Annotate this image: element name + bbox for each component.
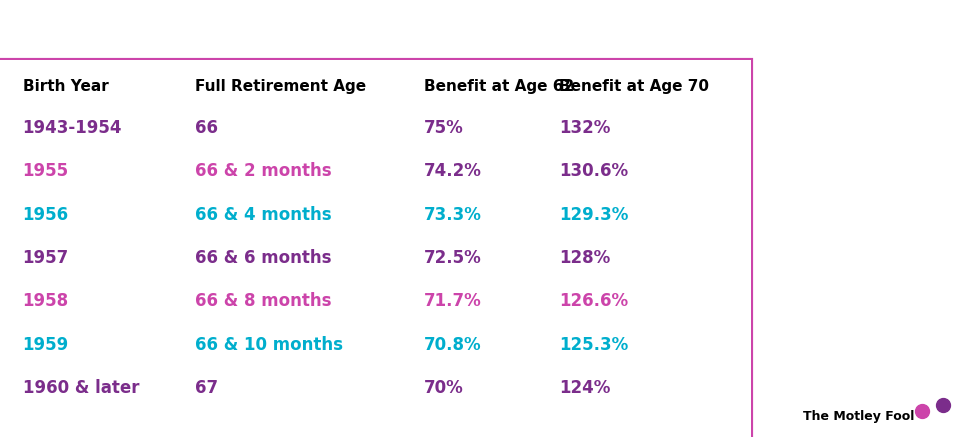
Text: 124%: 124% <box>560 379 611 397</box>
Text: 1958: 1958 <box>22 292 69 310</box>
Text: 70.8%: 70.8% <box>424 336 482 354</box>
Text: The Motley Fool: The Motley Fool <box>803 410 914 423</box>
Text: Full Retirement Age: Full Retirement Age <box>195 79 367 94</box>
Text: 66: 66 <box>195 119 218 137</box>
Text: 66 & 2 months: 66 & 2 months <box>195 163 332 180</box>
Text: Birth Year: Birth Year <box>22 79 108 94</box>
Text: 72.5%: 72.5% <box>424 249 482 267</box>
Text: 1943-1954: 1943-1954 <box>22 119 122 137</box>
Text: 75%: 75% <box>424 119 464 137</box>
Text: Retired workers that
claim Social Security
before full retirement
age receive le: Retired workers that claim Social Securi… <box>772 72 935 159</box>
Text: Benefit at Age 70: Benefit at Age 70 <box>560 79 709 94</box>
Text: 71.7%: 71.7% <box>424 292 482 310</box>
Text: 130.6%: 130.6% <box>560 163 629 180</box>
Text: 66 & 10 months: 66 & 10 months <box>195 336 343 354</box>
Text: Retired workers that
claim Social Security
after full retirement
age receive mor: Retired workers that claim Social Securi… <box>772 249 928 354</box>
Text: 66 & 6 months: 66 & 6 months <box>195 249 332 267</box>
Text: Social Security Full Retirement Age: Social Security Full Retirement Age <box>126 16 681 44</box>
Text: 1957: 1957 <box>22 249 69 267</box>
Text: Benefit at Age 62: Benefit at Age 62 <box>424 79 574 94</box>
Text: 1955: 1955 <box>22 163 69 180</box>
Text: 67: 67 <box>195 379 218 397</box>
Text: 1960 & later: 1960 & later <box>22 379 139 397</box>
Text: 128%: 128% <box>560 249 611 267</box>
Text: 66 & 4 months: 66 & 4 months <box>195 206 332 224</box>
Text: 129.3%: 129.3% <box>560 206 629 224</box>
Text: 66 & 8 months: 66 & 8 months <box>195 292 332 310</box>
Text: 126.6%: 126.6% <box>560 292 629 310</box>
Text: 73.3%: 73.3% <box>424 206 482 224</box>
Text: 1956: 1956 <box>22 206 69 224</box>
Text: 70%: 70% <box>424 379 464 397</box>
Text: 74.2%: 74.2% <box>424 163 482 180</box>
Text: 1959: 1959 <box>22 336 69 354</box>
Text: 125.3%: 125.3% <box>560 336 629 354</box>
Text: 132%: 132% <box>560 119 611 137</box>
